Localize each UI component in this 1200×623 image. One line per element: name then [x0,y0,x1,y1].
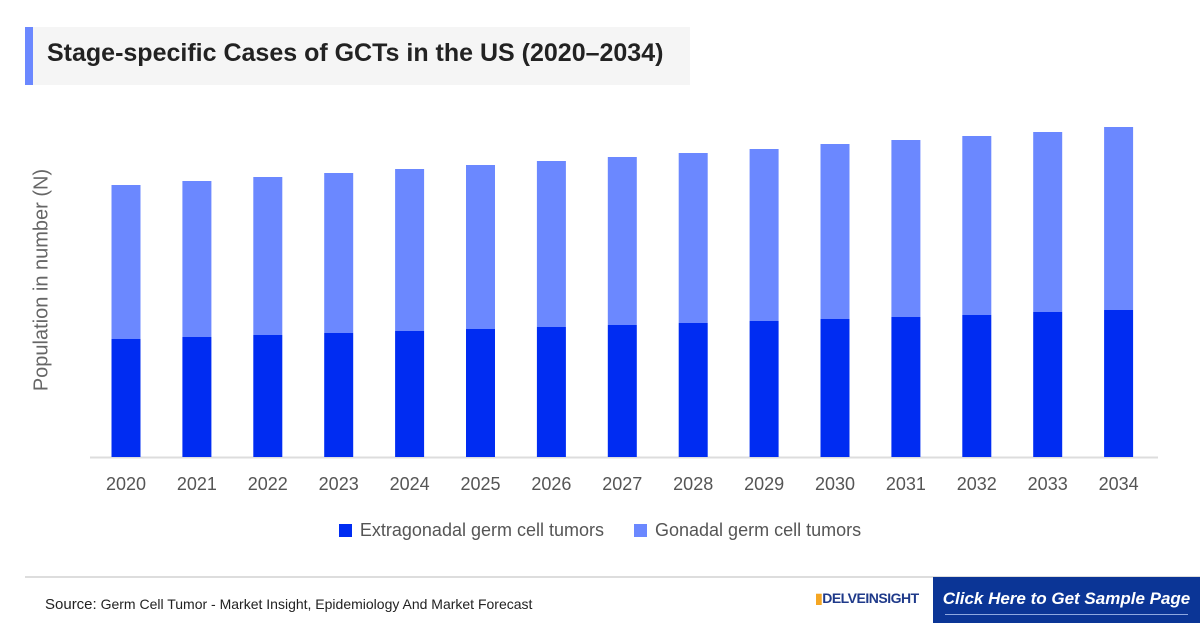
legend-swatch [634,524,647,537]
source-label: Source: [45,596,97,613]
x-tick-label: 2033 [1028,474,1068,494]
bar-gonadal-2028 [678,153,708,323]
legend-item-extragonadal: Extragonadal germ cell tumors [338,520,604,541]
x-tick-label: 2029 [744,474,784,494]
bar-gonadal-2025 [466,165,495,329]
footer-divider [25,576,1200,578]
bar-extragonadal-2034 [1104,310,1134,457]
bar-extragonadal-2031 [891,317,921,457]
bar-gonadal-2032 [962,136,992,315]
x-tick-label: 2022 [248,474,288,494]
bar-extragonadal-2032 [962,315,992,457]
logo-text: DELVEINSIGHT [822,590,919,606]
bar-extragonadal-2025 [466,329,495,457]
bar-gonadal-2023 [324,173,354,333]
bar-gonadal-2024 [395,169,425,331]
x-tick-label: 2020 [106,474,146,494]
x-tick-label: 2032 [957,474,997,494]
legend: Extragonadal germ cell tumors Gonadal ge… [0,520,1200,541]
source-note: Source: Germ Cell Tumor - Market Insight… [45,596,532,613]
bar-extragonadal-2024 [395,331,425,457]
source-text: Germ Cell Tumor - Market Insight, Epidem… [100,596,533,612]
bar-gonadal-2020 [111,185,141,339]
x-tick-label: 2026 [531,474,571,494]
bar-extragonadal-2030 [820,319,850,457]
bar-gonadal-2027 [607,157,637,325]
x-tick-label: 2034 [1099,474,1139,494]
bar-extragonadal-2028 [678,323,708,457]
chart-title: Stage-specific Cases of GCTs in the US (… [47,39,664,67]
legend-label: Gonadal germ cell tumors [655,520,862,540]
legend-item-gonadal: Gonadal germ cell tumors [634,520,861,541]
title-box: Stage-specific Cases of GCTs in the US (… [25,27,690,85]
bar-gonadal-2034 [1104,127,1134,310]
bar-gonadal-2026 [536,161,566,327]
bar-extragonadal-2026 [536,327,566,457]
bar-gonadal-2022 [253,177,283,335]
bar-extragonadal-2023 [324,333,354,457]
bar-gonadal-2033 [1033,132,1063,312]
logo-mark-icon: ▮ [815,590,823,606]
x-tick-label: 2024 [390,474,430,494]
bar-extragonadal-2027 [607,325,637,457]
x-tick-label: 2028 [673,474,713,494]
bar-gonadal-2030 [820,144,850,319]
bar-extragonadal-2022 [253,335,283,457]
x-tick-label: 2025 [460,474,500,494]
x-tick-label: 2030 [815,474,855,494]
x-tick-label: 2021 [177,474,217,494]
delveinsight-logo: ▮DELVEINSIGHT [815,590,919,607]
x-tick-label: 2023 [319,474,359,494]
legend-label: Extragonadal germ cell tumors [359,520,604,540]
bar-extragonadal-2020 [111,339,141,457]
bar-gonadal-2031 [891,140,921,317]
legend-swatch [338,524,352,537]
bar-extragonadal-2021 [182,337,212,457]
x-tick-label: 2031 [886,474,926,494]
bar-gonadal-2029 [749,149,779,321]
title-accent-bar [25,27,33,85]
bar-extragonadal-2029 [749,321,779,457]
bar-extragonadal-2033 [1033,312,1063,457]
get-sample-page-button[interactable]: Click Here to Get Sample Page [933,577,1200,623]
bar-gonadal-2021 [182,181,212,337]
x-tick-label: 2027 [602,474,642,494]
